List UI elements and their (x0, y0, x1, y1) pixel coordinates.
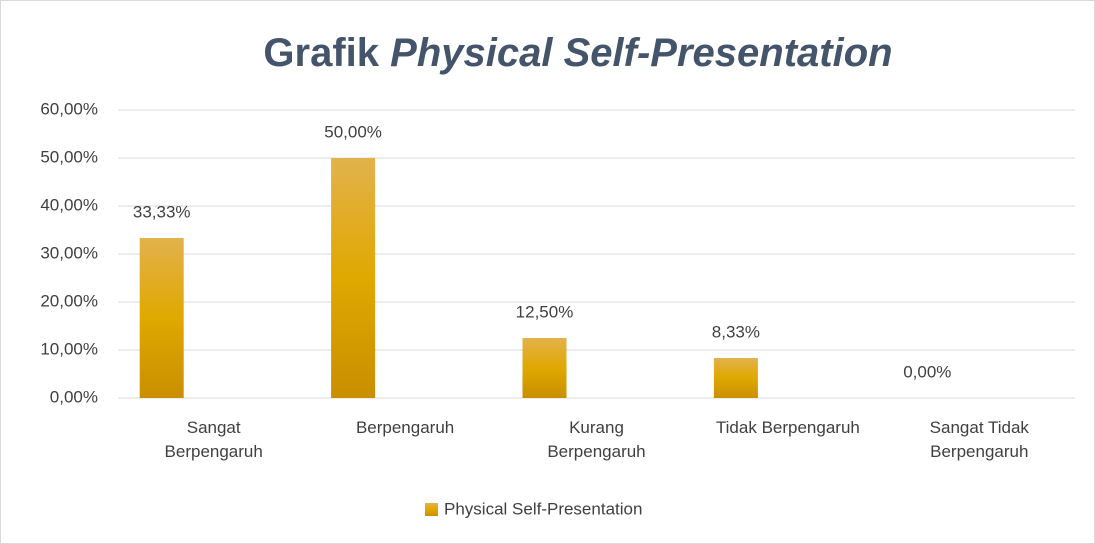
data-label: 12,50% (516, 302, 574, 321)
x-tick-label: Berpengaruh (355, 418, 455, 437)
data-label: 8,33% (712, 323, 760, 342)
y-tick-label: 30,00% (40, 243, 98, 262)
x-tick-label: Sangat Tidak Berpengaruh (929, 418, 1029, 461)
title-part: Physical Self-Presentation (390, 31, 892, 75)
y-tick-label: 50,00% (40, 147, 98, 166)
title-part: Grafik (263, 31, 379, 75)
bar (331, 158, 376, 398)
chart-title: Grafik Physical Self-Presentation (263, 31, 892, 75)
bar (522, 338, 567, 398)
bar (713, 358, 758, 398)
data-label: 33,33% (133, 203, 191, 222)
y-tick-label: 10,00% (40, 339, 98, 358)
y-tick-label: 60,00% (40, 99, 98, 118)
x-tick-label: Sangat Berpengaruh (164, 418, 263, 461)
data-label: 50,00% (324, 122, 382, 141)
x-tick-label: Kurang Berpengaruh (547, 418, 646, 461)
bar (139, 238, 184, 398)
legend-label: Physical Self-Presentation (444, 499, 642, 518)
y-tick-label: 20,00% (40, 291, 98, 310)
data-label: 0,00% (903, 362, 951, 381)
legend-swatch (425, 503, 438, 516)
x-tick-label: Tidak Berpengaruh (715, 418, 860, 437)
y-tick-label: 40,00% (40, 195, 98, 214)
y-tick-label: 0,00% (50, 387, 98, 406)
